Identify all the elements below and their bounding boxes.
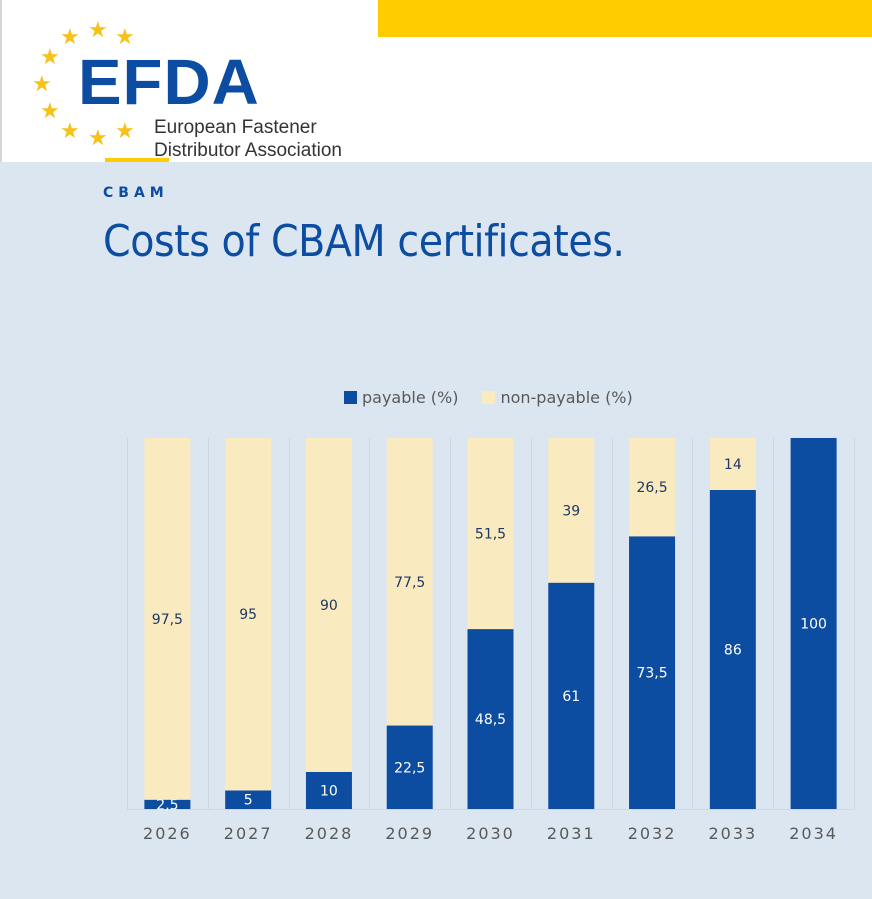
bar-payable-2032 [629,536,676,809]
bar-payable-2034 [790,438,837,809]
bar-non-payable-2028 [305,438,352,772]
bar-non-payable-2030 [467,438,514,630]
data-label-payable-2026: 2,5 [156,797,178,813]
x-tick-label-2033: 2033 [708,824,757,843]
x-tick-label-2034: 2034 [789,824,838,843]
data-label-payable-2029: 22,5 [394,760,425,776]
star-icon: ★ [88,126,108,151]
chart-legend: payable (%) non-payable (%) [344,388,657,407]
logo-underline [105,158,169,162]
data-label-non-payable-2028: 90 [320,598,338,614]
star-icon: ★ [88,18,108,43]
x-tick-label-2028: 2028 [305,824,354,843]
x-tick-label-2029: 2029 [385,824,434,843]
data-label-non-payable-2027: 95 [239,607,257,623]
data-label-payable-2028: 10 [320,783,338,799]
efda-logo: ★ ★ ★ ★ ★ ★ ★ ★ ★ EFDA European Fastener… [2,0,382,162]
logo-subtitle-line1: European Fastener [154,117,317,138]
bar-payable-2026 [144,799,191,809]
bar-non-payable-2032 [629,438,676,537]
star-icon: ★ [60,25,80,50]
bar-payable-2027 [225,790,272,809]
x-tick-label-2032: 2032 [628,824,677,843]
data-label-non-payable-2032: 26,5 [636,480,667,496]
page-title: Costs of CBAM certificates. [103,216,625,267]
header: ★ ★ ★ ★ ★ ★ ★ ★ ★ EFDA European Fastener… [0,0,872,162]
bar-non-payable-2027 [225,438,272,791]
legend-item-non-payable: non-payable (%) [482,388,633,407]
bar-non-payable-2031 [548,438,595,583]
data-label-payable-2027: 5 [244,793,253,809]
x-tick-label-2031: 2031 [547,824,596,843]
header-accent-bar [378,0,872,37]
bar-payable-2033 [709,489,756,809]
bar-payable-2028 [305,771,352,809]
bar-non-payable-2033 [709,438,756,490]
data-label-non-payable-2029: 77,5 [394,575,425,591]
star-icon: ★ [115,25,135,50]
data-label-non-payable-2031: 39 [562,503,580,519]
data-label-non-payable-2026: 97,5 [152,612,183,628]
logo-wordmark: EFDA [78,46,260,118]
data-label-payable-2030: 48,5 [475,712,506,728]
legend-label-payable: payable (%) [362,388,459,407]
star-icon: ★ [40,45,60,70]
legend-swatch-payable [344,391,357,404]
bar-non-payable-2026 [144,438,191,800]
star-icon: ★ [115,119,135,144]
data-label-payable-2034: 100 [800,617,827,633]
legend-swatch-non-payable [482,391,496,404]
bar-payable-2030 [467,629,514,809]
legend-label-non-payable: non-payable (%) [500,388,633,407]
data-label-payable-2031: 61 [562,689,580,705]
data-label-non-payable-2033: 14 [724,457,742,473]
data-label-payable-2032: 73,5 [636,666,667,682]
x-tick-label-2026: 2026 [143,824,192,843]
bar-non-payable-2029 [386,438,433,726]
x-tick-label-2027: 2027 [224,824,273,843]
data-label-payable-2033: 86 [724,642,742,658]
x-tick-label-2030: 2030 [466,824,515,843]
bar-payable-2029 [386,725,433,809]
star-icon: ★ [60,119,80,144]
bar-payable-2031 [548,582,595,809]
star-icon: ★ [40,99,60,124]
logo-subtitle-line2: Distributor Association [154,140,342,161]
section-kicker: CBAM [103,185,169,201]
legend-item-payable: payable (%) [344,388,458,407]
data-label-non-payable-2030: 51,5 [475,527,506,543]
star-icon: ★ [32,72,52,97]
